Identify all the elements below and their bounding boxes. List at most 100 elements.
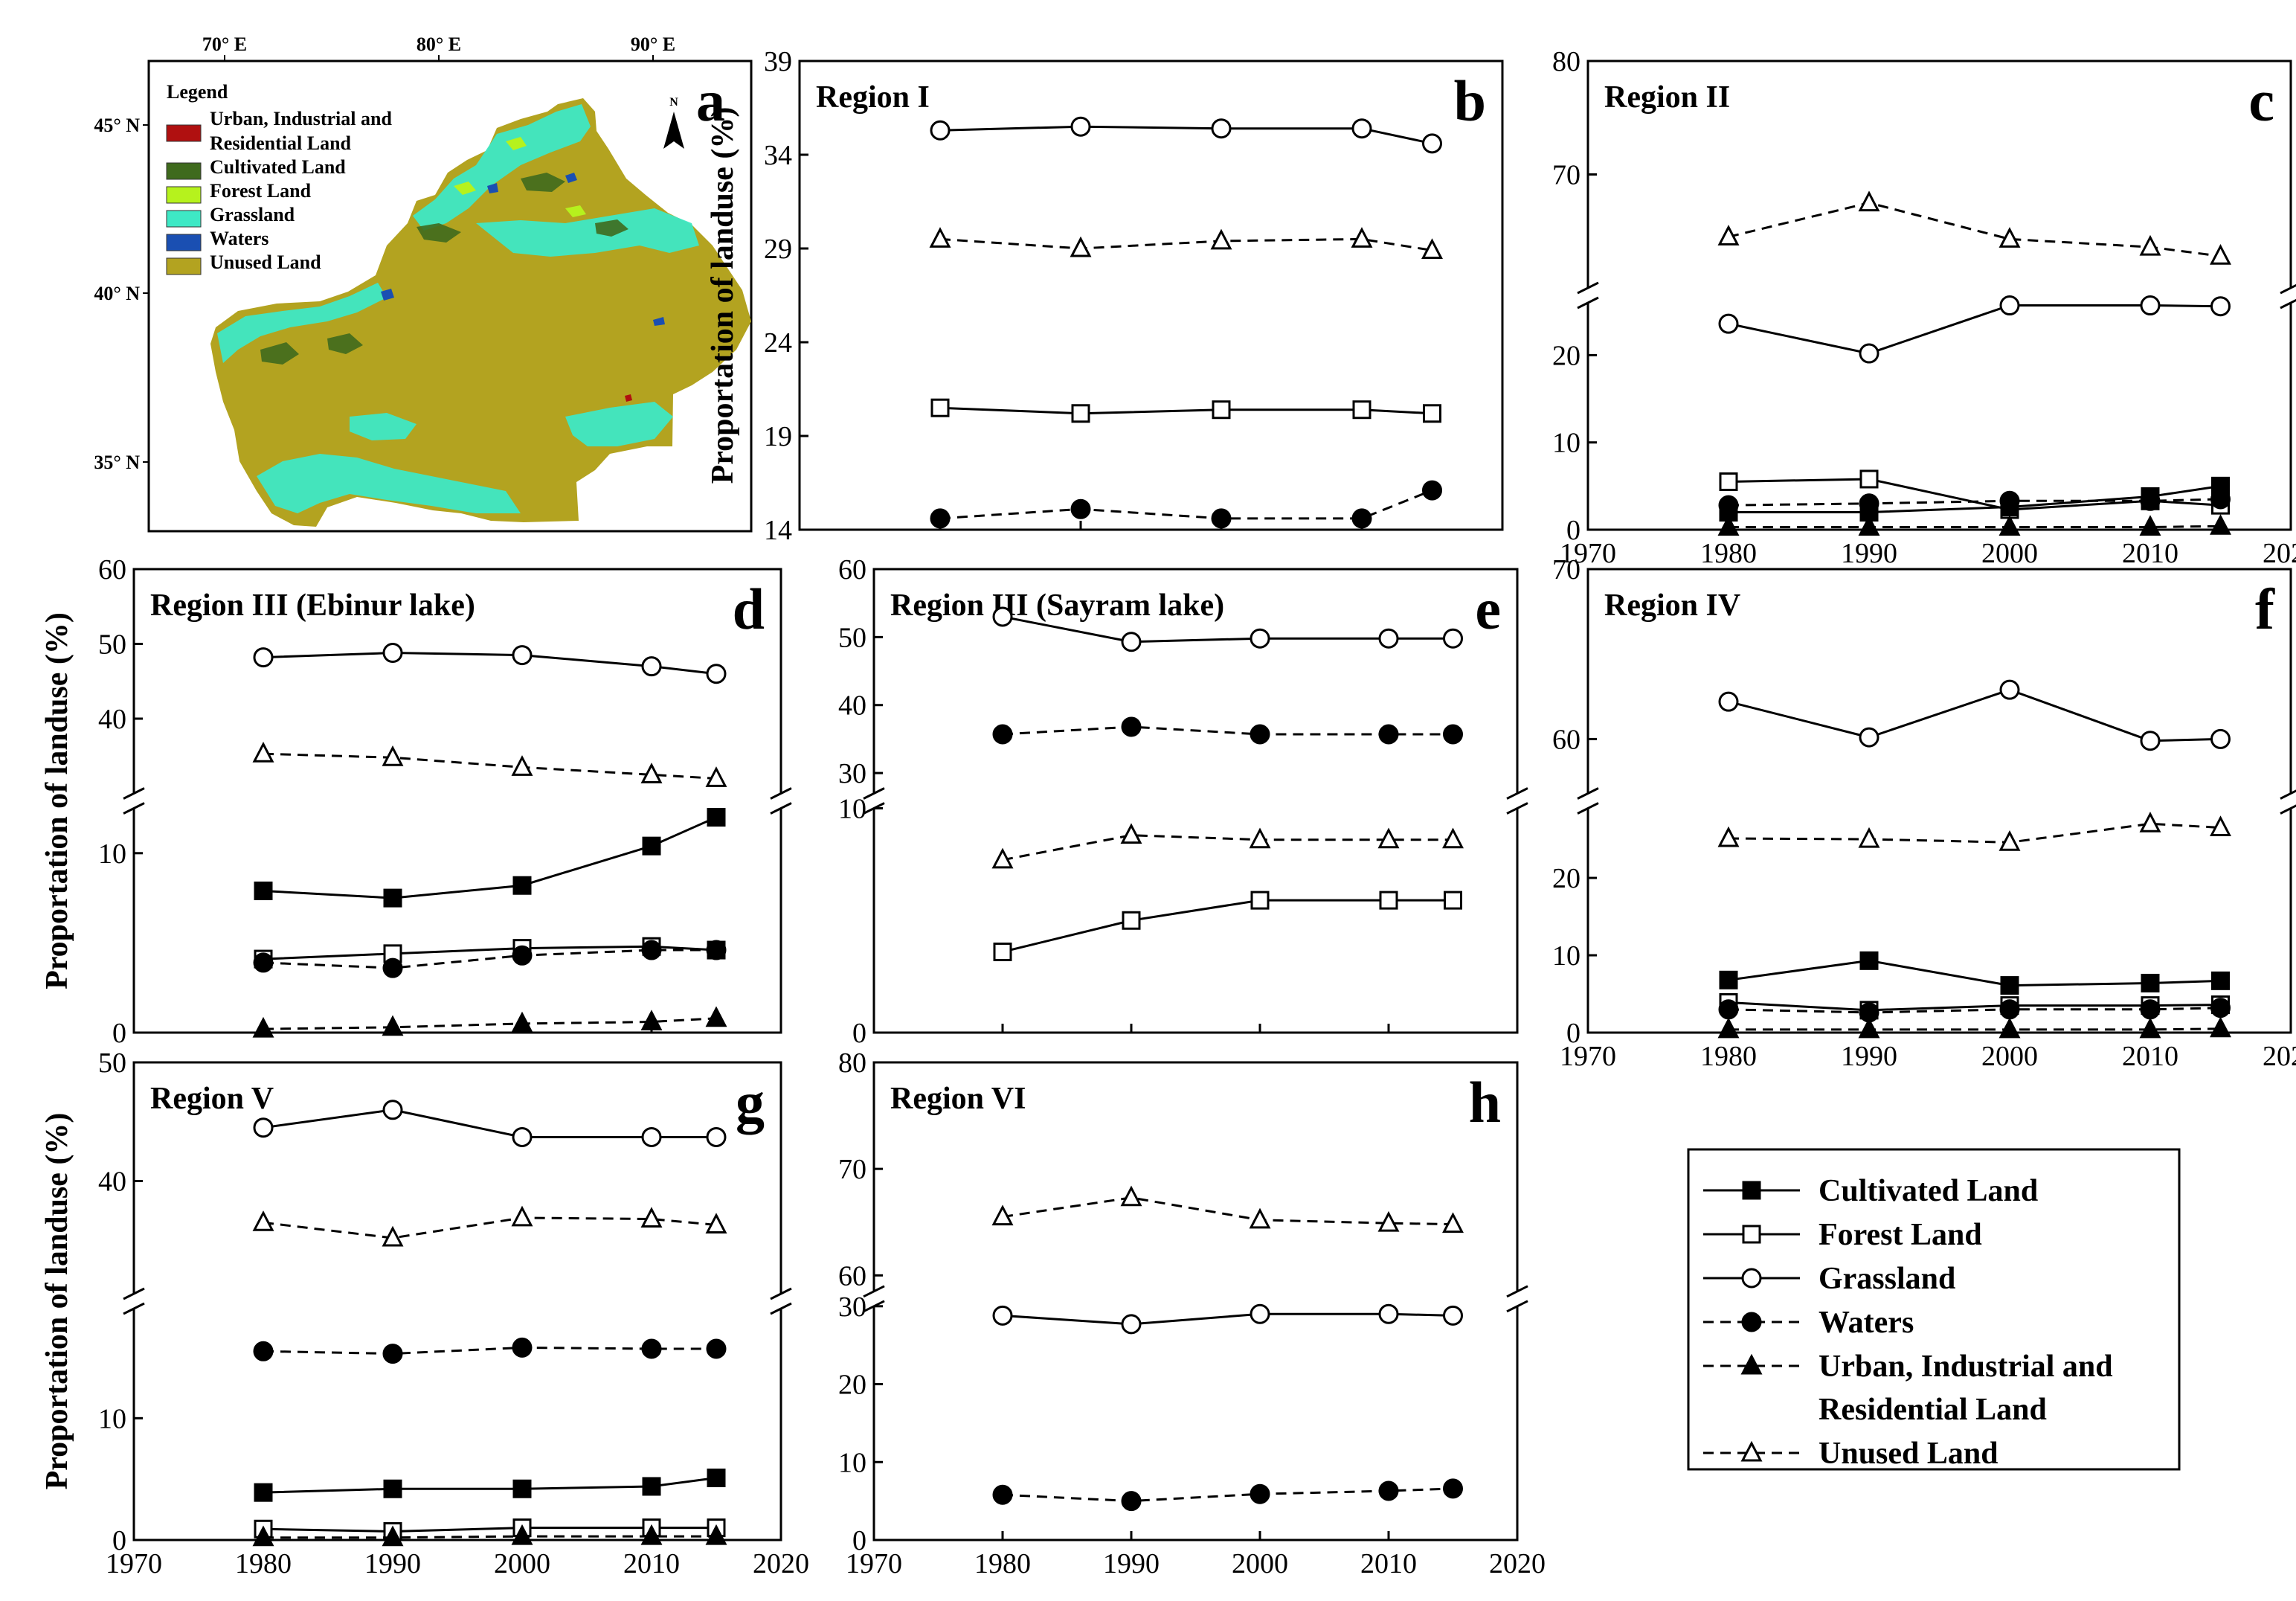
data-point bbox=[707, 1469, 726, 1488]
x-tick-label: 2010 bbox=[1360, 1548, 1417, 1579]
axis-break-mark bbox=[2280, 789, 2296, 800]
data-point bbox=[382, 1100, 403, 1120]
data-point bbox=[512, 1479, 532, 1498]
y-tick-label: 20 bbox=[838, 1370, 866, 1401]
legend-entry-grassland: Grassland bbox=[1703, 1262, 1955, 1296]
data-point bbox=[2139, 515, 2161, 536]
data-point bbox=[1352, 400, 1372, 420]
data-point bbox=[1377, 827, 1400, 849]
series-urban-industrial-and-residential-land bbox=[1717, 1016, 2231, 1039]
legend-marker bbox=[1740, 1353, 1763, 1375]
series-unused-land bbox=[991, 1185, 1464, 1233]
y-tick-label: 70 bbox=[1552, 554, 1580, 585]
data-point bbox=[382, 745, 404, 766]
data-point bbox=[1858, 1017, 1880, 1039]
map-legend-swatch-forest-land bbox=[166, 186, 202, 204]
data-point bbox=[254, 881, 273, 900]
data-point bbox=[1249, 1207, 1271, 1229]
y-tick-label: 60 bbox=[1552, 724, 1580, 755]
data-point bbox=[642, 836, 661, 856]
series-waters bbox=[253, 940, 727, 978]
north-arrow: N bbox=[663, 96, 684, 149]
series-unused-land bbox=[252, 741, 727, 787]
data-point bbox=[1718, 313, 1739, 334]
map-legend-swatch-grassland bbox=[166, 210, 202, 228]
data-point bbox=[2139, 1017, 2161, 1039]
axis-break-mark bbox=[1506, 787, 1528, 800]
data-point bbox=[640, 1207, 663, 1228]
legend-label: Urban, Industrial and bbox=[1819, 1350, 2113, 1384]
panel-letter-a: a bbox=[696, 68, 725, 133]
data-point bbox=[1859, 343, 1879, 364]
data-point bbox=[1717, 515, 1740, 536]
lat-label-35: 35° N bbox=[94, 452, 140, 473]
data-point bbox=[2141, 973, 2160, 992]
data-point bbox=[2210, 244, 2231, 265]
series-cultivated-land bbox=[254, 1469, 726, 1502]
series-unused-land bbox=[929, 227, 1443, 260]
y-tick-label: 50 bbox=[838, 622, 866, 653]
data-point bbox=[1859, 951, 1879, 970]
data-point bbox=[1717, 826, 1740, 847]
panel-title: Region I bbox=[816, 80, 930, 115]
data-point bbox=[252, 1210, 274, 1231]
x-tick-label: 1970 bbox=[1560, 538, 1616, 569]
legend-marker bbox=[1742, 1225, 1761, 1244]
series-forest-land bbox=[930, 398, 1441, 423]
data-point bbox=[1250, 724, 1270, 745]
data-point bbox=[705, 1006, 727, 1027]
data-point bbox=[511, 1011, 533, 1033]
data-point bbox=[1423, 404, 1441, 423]
data-point bbox=[2140, 731, 2161, 751]
data-point bbox=[2139, 234, 2161, 256]
x-tick-label: 1980 bbox=[974, 1548, 1031, 1579]
y-tick-label: 70 bbox=[838, 1154, 866, 1185]
data-point bbox=[1443, 1305, 1463, 1326]
data-point bbox=[2210, 489, 2231, 510]
data-point bbox=[1858, 190, 1880, 212]
data-point bbox=[1998, 830, 2021, 851]
series-urban-industrial-and-residential-land bbox=[252, 1006, 727, 1038]
y-tick-label: 0 bbox=[112, 1018, 126, 1049]
series-waters bbox=[1718, 489, 2231, 516]
series-grassland bbox=[1718, 295, 2231, 364]
y-tick-label: 30 bbox=[838, 1292, 866, 1323]
data-point bbox=[382, 957, 403, 978]
data-point bbox=[253, 952, 274, 973]
axis-break-mark bbox=[123, 1287, 145, 1300]
data-point bbox=[706, 940, 727, 960]
data-point bbox=[1351, 508, 1372, 529]
y-tick-label: 40 bbox=[98, 704, 126, 735]
map-legend-label: Forest Land bbox=[210, 180, 312, 202]
data-point bbox=[382, 1015, 404, 1036]
data-point bbox=[1121, 1491, 1142, 1512]
data-point bbox=[705, 766, 727, 787]
axis-break-mark bbox=[1577, 281, 1599, 295]
data-point bbox=[1121, 716, 1142, 737]
data-point bbox=[1442, 1212, 1464, 1233]
y-tick-label: 10 bbox=[838, 1447, 866, 1478]
data-point bbox=[1422, 480, 1442, 501]
data-point bbox=[1443, 724, 1463, 745]
data-point bbox=[1378, 1480, 1399, 1501]
axis-break-gap bbox=[1579, 288, 1597, 303]
map-legend-label: Residential Land bbox=[210, 132, 352, 154]
data-point bbox=[1717, 1017, 1740, 1039]
data-point bbox=[511, 1205, 533, 1227]
y-axis-label: Proportation of landuse (%) bbox=[40, 612, 74, 989]
plot-frame bbox=[798, 60, 1504, 531]
data-point bbox=[1211, 118, 1232, 139]
data-point bbox=[2210, 998, 2231, 1018]
y-tick-label: 40 bbox=[98, 1166, 126, 1197]
data-point bbox=[1250, 1303, 1270, 1324]
series-grassland bbox=[253, 643, 727, 684]
axis-break-mark bbox=[1577, 802, 1599, 815]
x-tick-label: 1980 bbox=[1700, 538, 1757, 569]
panel-letter: d bbox=[733, 577, 765, 641]
y-tick-label: 14 bbox=[764, 515, 792, 546]
data-point bbox=[382, 1225, 404, 1247]
x-tick-label: 1990 bbox=[1103, 1548, 1160, 1579]
plot-frame bbox=[1586, 60, 2292, 531]
data-point bbox=[641, 1338, 662, 1359]
